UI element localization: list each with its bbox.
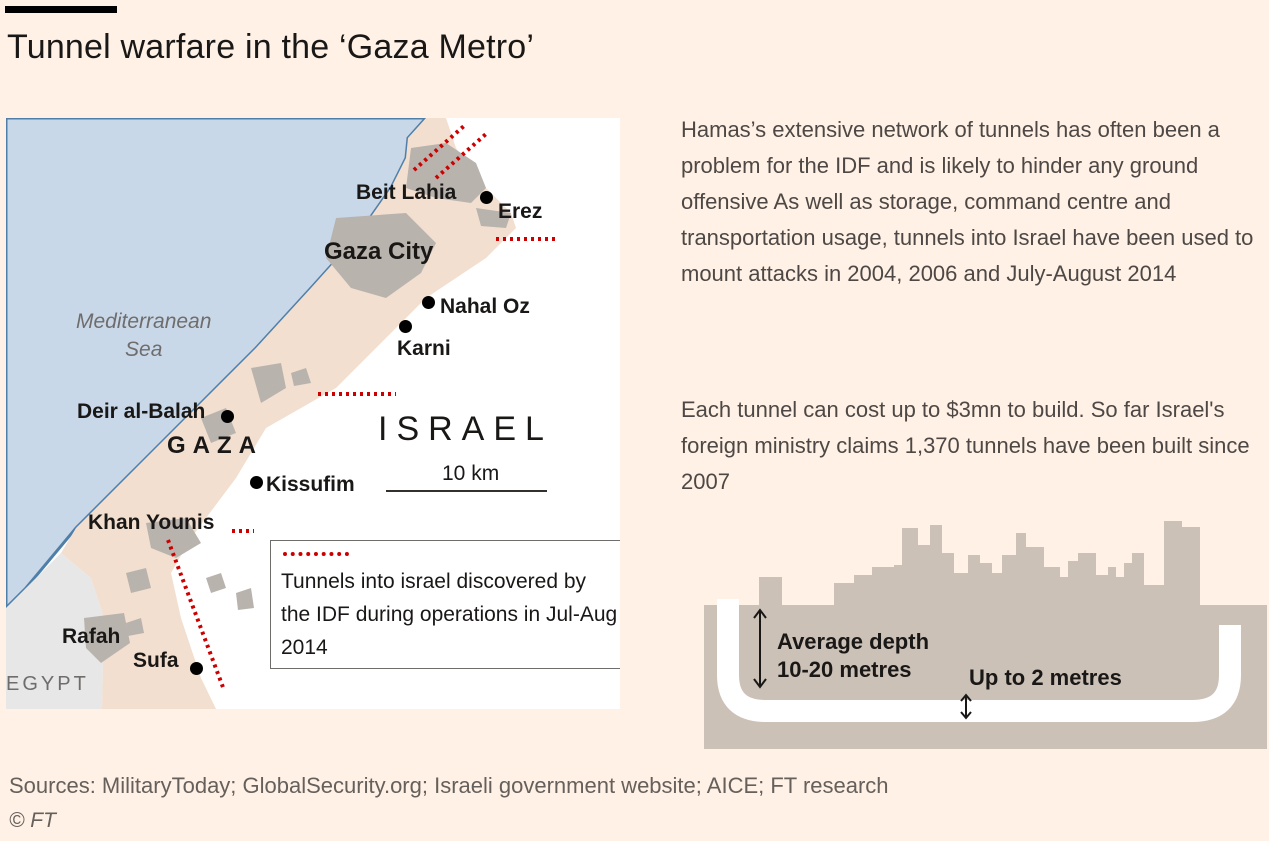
label-kissufim: Kissufim [266, 473, 355, 496]
label-sea: Mediterranean Sea [76, 308, 211, 364]
tunnel-diagram: Average depth 10-20 metres Up to 2 metre… [704, 515, 1267, 749]
depth-line-2: 10-20 metres [777, 657, 912, 682]
built-up-rafah [84, 613, 130, 663]
scale-label: 10 km [442, 462, 500, 485]
copyright: © FT [9, 809, 56, 832]
scale-bar [386, 490, 547, 492]
tunnel-diagram-graphic [704, 521, 1267, 749]
tunnel-shape [717, 599, 1241, 722]
built-up-misc-1 [126, 568, 151, 593]
label-egypt: EGYPT [6, 673, 89, 695]
label-deir-al-balah: Deir al-Balah [77, 400, 206, 423]
tunnel-markers [166, 124, 556, 691]
label-gaza-city: Gaza City [324, 238, 434, 265]
paragraph-intro: Hamas’s extensive network of tunnels has… [681, 117, 1254, 286]
sea-line-2: Sea [125, 338, 163, 361]
built-up-erez [476, 208, 511, 228]
depth-arrow [753, 608, 767, 689]
ground-skyline [704, 521, 1267, 749]
dot-erez [480, 191, 493, 204]
dot-nahal-oz [422, 296, 435, 309]
built-up-khan-younis [146, 518, 201, 558]
paragraph-cost: Each tunnel can cost up to $3mn to build… [681, 397, 1250, 494]
label-nahal-oz: Nahal Oz [440, 295, 530, 318]
built-up-misc-2 [206, 573, 226, 593]
built-up-gaza-city [326, 213, 436, 298]
tunnel-south [166, 539, 226, 691]
egypt-area [6, 553, 104, 709]
built-up-misc-5 [291, 368, 311, 386]
dot-deir-al-balah [221, 410, 234, 423]
gaza-map: Beit Lahia Erez Gaza City Nahal Oz Karni… [6, 118, 620, 709]
height-arrow [960, 693, 972, 720]
legend-tunnel-swatch [283, 552, 349, 556]
label-israel: ISRAEL [378, 410, 553, 448]
map-legend: Tunnels into israel discovered by the ID… [270, 540, 620, 669]
sources-note: Sources: MilitaryToday; GlobalSecurity.o… [9, 773, 889, 798]
label-khan-younis: Khan Younis [88, 511, 215, 534]
depth-label: Average depth 10-20 metres [777, 628, 929, 684]
sea-line-1: Mediterranean [76, 310, 212, 333]
label-sufa: Sufa [133, 649, 179, 672]
label-karni: Karni [397, 337, 451, 360]
dot-karni [399, 320, 412, 333]
built-up-misc-3 [236, 588, 254, 610]
page-title: Tunnel warfare in the ‘Gaza Metro’ [7, 28, 535, 66]
legend-text: Tunnels into israel discovered by the ID… [281, 570, 618, 659]
dot-sufa [190, 662, 203, 675]
built-up-misc-4 [126, 618, 144, 636]
label-gaza: GAZA [167, 432, 263, 459]
height-label: Up to 2 metres [969, 665, 1122, 690]
dot-kissufim [250, 476, 263, 489]
label-beit-lahia: Beit Lahia [356, 181, 457, 204]
built-up-central [251, 363, 286, 403]
depth-line-1: Average depth [777, 629, 930, 654]
label-rafah: Rafah [62, 625, 121, 648]
brand-bar [5, 6, 117, 13]
label-erez: Erez [498, 200, 543, 223]
